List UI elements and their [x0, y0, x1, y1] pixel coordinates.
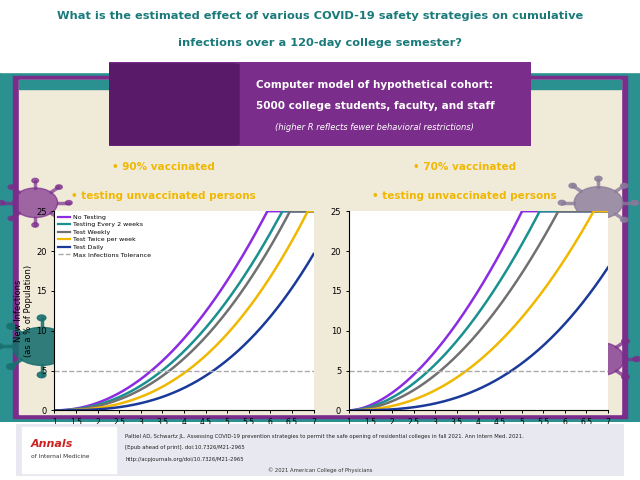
Text: http://acpjournals.org/doi/10.7326/M21-2965: http://acpjournals.org/doi/10.7326/M21-2…: [125, 456, 244, 462]
Bar: [0, 0, 640, 72]
Circle shape: [556, 357, 564, 361]
Circle shape: [37, 315, 46, 321]
Text: (higher R reflects fewer behavioral restrictions): (higher R reflects fewer behavioral rest…: [275, 122, 474, 132]
Circle shape: [573, 342, 624, 376]
Text: © 2021 American College of Physicians: © 2021 American College of Physicians: [268, 468, 372, 473]
Text: Paltiel AD, Schwartz JL. Assessing COVID-19 prevention strategies to permit the : Paltiel AD, Schwartz JL. Assessing COVID…: [125, 434, 524, 439]
Bar: [13, 76, 627, 418]
Bar: [22, 427, 116, 473]
Circle shape: [595, 382, 602, 387]
Text: • testing unvaccinated persons: • testing unvaccinated persons: [372, 191, 557, 201]
Bar: [19, 80, 621, 414]
Circle shape: [68, 324, 76, 329]
FancyBboxPatch shape: [92, 59, 548, 150]
Circle shape: [621, 374, 629, 380]
Circle shape: [621, 183, 628, 188]
Circle shape: [56, 216, 62, 221]
Circle shape: [7, 324, 15, 329]
Circle shape: [568, 338, 575, 344]
Circle shape: [37, 372, 46, 378]
Circle shape: [595, 331, 602, 336]
Circle shape: [621, 217, 628, 222]
Circle shape: [595, 225, 602, 229]
X-axis label: On-Campus Effective Reproduction Number, R: On-Campus Effective Reproduction Number,…: [86, 430, 282, 439]
Circle shape: [569, 183, 576, 188]
Circle shape: [65, 201, 72, 205]
Circle shape: [32, 179, 38, 183]
FancyBboxPatch shape: [104, 63, 240, 145]
Circle shape: [8, 216, 15, 221]
Circle shape: [558, 200, 566, 205]
Bar: [19, 80, 621, 89]
Circle shape: [569, 217, 576, 222]
Text: Computer model of hypothetical cohort:: Computer model of hypothetical cohort:: [257, 80, 493, 90]
Text: 5000 college students, faculty, and staff: 5000 college students, faculty, and staf…: [255, 101, 494, 111]
Circle shape: [81, 344, 89, 349]
Text: • 70% vaccinated: • 70% vaccinated: [413, 162, 516, 172]
X-axis label: On-Campus Effective Reproduction Number, R: On-Campus Effective Reproduction Number,…: [381, 430, 576, 439]
Text: of Internal Medicine: of Internal Medicine: [31, 454, 90, 459]
Circle shape: [0, 201, 5, 205]
Y-axis label: New Infections
(as a % of Population): New Infections (as a % of Population): [14, 265, 33, 357]
Circle shape: [13, 188, 58, 217]
Circle shape: [621, 338, 629, 344]
Circle shape: [574, 187, 623, 219]
Text: Annals: Annals: [31, 439, 74, 449]
Circle shape: [0, 344, 3, 349]
Circle shape: [68, 364, 76, 370]
FancyBboxPatch shape: [1, 423, 639, 478]
Circle shape: [7, 364, 15, 370]
Circle shape: [13, 327, 70, 365]
Text: • testing unvaccinated persons: • testing unvaccinated persons: [71, 191, 256, 201]
Circle shape: [56, 185, 62, 189]
Circle shape: [631, 200, 639, 205]
Text: infections over a 120-day college semester?: infections over a 120-day college semest…: [178, 38, 462, 48]
Circle shape: [595, 176, 602, 181]
Text: What is the estimated effect of various COVID-19 safety strategies on cumulative: What is the estimated effect of various …: [57, 11, 583, 21]
Circle shape: [8, 185, 15, 189]
Circle shape: [32, 223, 38, 227]
Text: • 90% vaccinated: • 90% vaccinated: [112, 162, 215, 172]
Text: [Epub ahead of print]. doi:10.7326/M21-2965: [Epub ahead of print]. doi:10.7326/M21-2…: [125, 445, 245, 450]
Legend: No Testing, Testing Every 2 weeks, Test Weekly, Test Twice per week, Test Daily,: No Testing, Testing Every 2 weeks, Test …: [58, 215, 151, 257]
Circle shape: [633, 357, 640, 361]
Circle shape: [568, 374, 575, 380]
